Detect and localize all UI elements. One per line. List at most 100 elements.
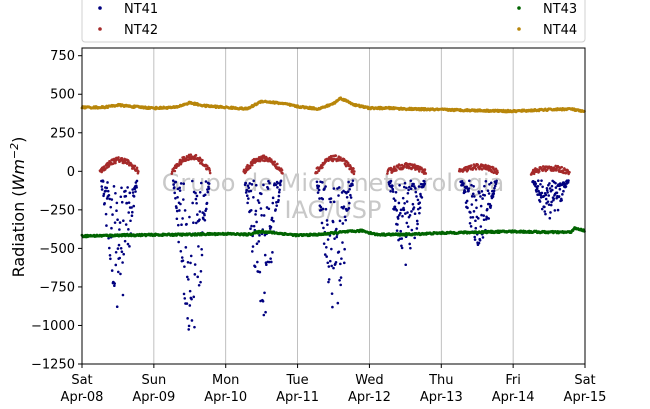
- data-point: [534, 182, 538, 186]
- data-point: [423, 168, 427, 171]
- data-point: [560, 198, 563, 202]
- data-point: [543, 205, 546, 209]
- series-nt44: [80, 96, 586, 114]
- data-point: [263, 291, 266, 295]
- data-point: [475, 206, 478, 210]
- data-point: [488, 182, 491, 186]
- data-point: [327, 278, 331, 281]
- data-point: [405, 186, 408, 190]
- data-point: [246, 184, 250, 188]
- data-point: [135, 186, 138, 189]
- data-point: [197, 245, 200, 248]
- x-tick-date: Apr-12: [348, 390, 391, 405]
- data-point: [326, 238, 330, 241]
- data-point: [186, 260, 190, 264]
- data-point: [538, 200, 542, 203]
- data-point: [114, 263, 118, 267]
- data-point: [280, 168, 284, 172]
- data-point: [120, 200, 124, 204]
- data-point: [109, 205, 113, 209]
- data-point: [120, 250, 124, 253]
- data-point: [480, 190, 484, 193]
- data-point: [398, 184, 401, 187]
- data-point: [205, 201, 209, 205]
- data-point: [325, 219, 329, 222]
- data-point: [338, 219, 342, 223]
- data-point: [548, 187, 552, 190]
- data-point: [254, 183, 258, 187]
- data-point: [108, 197, 111, 201]
- x-tick-date: Apr-14: [492, 390, 535, 405]
- data-point: [133, 164, 137, 168]
- data-point: [262, 183, 265, 187]
- data-point: [347, 207, 351, 210]
- data-point: [480, 168, 484, 171]
- data-point: [112, 185, 116, 188]
- data-point: [470, 195, 474, 198]
- x-tick-date: Apr-09: [132, 390, 175, 405]
- data-point: [257, 201, 261, 204]
- data-point: [114, 161, 117, 165]
- data-point: [342, 205, 346, 208]
- data-point: [491, 195, 495, 198]
- data-point: [401, 214, 404, 218]
- data-point: [548, 182, 551, 185]
- data-point: [416, 222, 419, 226]
- data-point: [105, 197, 109, 200]
- data-point: [118, 228, 121, 231]
- y-tick-label: 250: [50, 126, 75, 141]
- data-point: [175, 209, 179, 213]
- data-point: [331, 220, 335, 224]
- data-point: [182, 198, 185, 201]
- data-point: [199, 181, 203, 185]
- data-point: [550, 200, 553, 204]
- data-point: [178, 209, 181, 212]
- data-point: [120, 157, 124, 160]
- data-point: [399, 229, 402, 233]
- data-point: [549, 203, 553, 207]
- data-point: [198, 218, 201, 221]
- data-point: [568, 170, 571, 174]
- data-point: [348, 187, 351, 191]
- data-point: [409, 187, 413, 191]
- data-point: [343, 247, 346, 251]
- data-point: [189, 254, 193, 258]
- data-point: [544, 212, 547, 216]
- data-point: [340, 257, 343, 260]
- data-point: [394, 199, 397, 202]
- data-point: [319, 205, 323, 209]
- data-point: [541, 185, 544, 189]
- data-point: [131, 188, 134, 191]
- data-point: [483, 194, 487, 197]
- data-point: [483, 184, 486, 188]
- x-tick-day: Tue: [285, 373, 308, 388]
- data-point: [110, 269, 114, 272]
- x-tick-day: Sat: [71, 373, 92, 388]
- x-tick-date: Apr-13: [420, 390, 463, 405]
- data-point: [207, 187, 211, 190]
- data-point: [276, 186, 279, 189]
- data-point: [179, 249, 183, 253]
- data-point: [333, 237, 336, 240]
- data-point: [208, 169, 212, 172]
- data-point: [339, 262, 342, 266]
- data-point: [135, 166, 139, 170]
- data-point: [415, 219, 419, 223]
- data-point: [561, 193, 564, 196]
- data-point: [392, 197, 396, 200]
- watermark-text: Grupo de Micrometeorologia: [162, 169, 504, 197]
- data-point: [386, 172, 389, 175]
- data-point: [561, 169, 565, 173]
- data-point: [545, 186, 549, 190]
- data-point: [344, 164, 348, 168]
- data-point: [401, 196, 405, 200]
- data-point: [108, 253, 112, 257]
- data-point: [489, 181, 493, 185]
- data-point: [479, 225, 483, 228]
- data-point: [315, 180, 319, 184]
- data-point: [418, 201, 422, 205]
- data-point: [276, 181, 280, 185]
- data-point: [175, 217, 179, 221]
- data-point: [130, 206, 133, 209]
- y-axis-unit-exp: −2: [8, 143, 21, 159]
